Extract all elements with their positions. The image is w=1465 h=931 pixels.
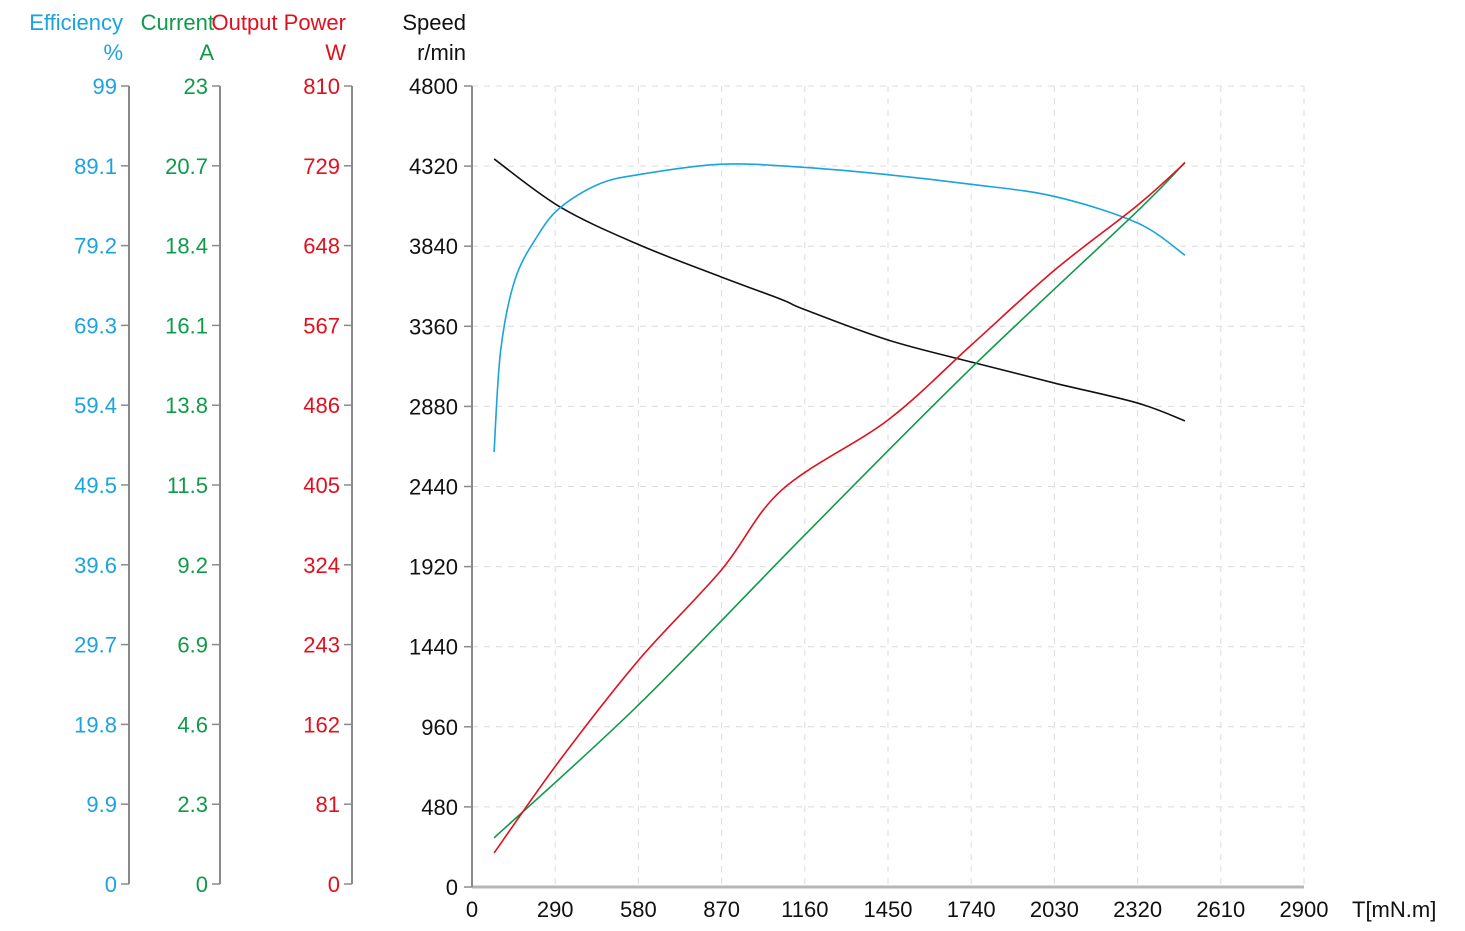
efficiency-tick-label: 89.1	[74, 154, 117, 179]
efficiency-tick-label: 29.7	[74, 633, 117, 658]
current-axis-title: Current	[141, 10, 214, 35]
power-tick-label: 648	[303, 234, 340, 259]
current-tick-label: 11.5	[167, 473, 208, 498]
x-tick-label: 2610	[1196, 897, 1245, 922]
x-tick-label: 2320	[1113, 897, 1162, 922]
speed-curve	[493, 158, 1186, 422]
power-tick-label: 162	[303, 712, 340, 737]
speed-tick-label: 1920	[409, 555, 458, 580]
x-tick-label: 2900	[1280, 897, 1329, 922]
speed-axis-unit: r/min	[417, 40, 466, 65]
current-tick-label: 23	[184, 74, 208, 99]
efficiency-tick-label: 79.2	[74, 234, 117, 259]
power-axis-title: Output Power	[211, 10, 346, 35]
speed-tick-label: 3840	[409, 234, 458, 259]
speed-tick-label: 2440	[409, 475, 458, 500]
current-tick-label: 0	[196, 872, 208, 897]
x-tick-label: 1450	[864, 897, 913, 922]
current-tick-label: 16.1	[165, 313, 208, 338]
efficiency-curve	[493, 163, 1186, 453]
efficiency-axis-title: Efficiency	[29, 10, 123, 35]
current-tick-label: 18.4	[165, 234, 208, 259]
x-tick-label: 580	[620, 897, 657, 922]
power-tick-label: 486	[303, 393, 340, 418]
current-tick-label: 13.8	[165, 393, 208, 418]
power-tick-label: 567	[303, 313, 340, 338]
speed-tick-label: 0	[446, 875, 458, 900]
output-power-curve	[493, 162, 1186, 854]
current-tick-label: 2.3	[177, 792, 208, 817]
speed-tick-label: 2880	[409, 394, 458, 419]
speed-tick-label: 480	[421, 795, 458, 820]
power-axis-unit: W	[325, 40, 346, 65]
efficiency-tick-label: 99	[93, 74, 117, 99]
power-tick-label: 324	[303, 553, 340, 578]
power-tick-label: 729	[303, 154, 340, 179]
power-tick-label: 81	[316, 792, 340, 817]
efficiency-tick-label: 69.3	[74, 313, 117, 338]
speed-tick-label: 4800	[409, 74, 458, 99]
current-curve	[493, 161, 1186, 839]
efficiency-tick-label: 59.4	[74, 393, 117, 418]
current-tick-label: 20.7	[165, 154, 208, 179]
efficiency-tick-label: 0	[105, 872, 117, 897]
grid-lines	[472, 85, 1305, 887]
x-tick-label: 0	[466, 897, 478, 922]
x-tick-label: 870	[703, 897, 740, 922]
efficiency-tick-label: 39.6	[74, 553, 117, 578]
current-tick-label: 6.9	[177, 633, 208, 658]
x-axis-label: T[mN.m]	[1352, 897, 1436, 922]
power-tick-label: 0	[328, 872, 340, 897]
power-tick-label: 243	[303, 633, 340, 658]
speed-tick-label: 960	[421, 715, 458, 740]
speed-tick-label: 3360	[409, 314, 458, 339]
efficiency-tick-label: 19.8	[74, 712, 117, 737]
speed-tick-label: 1440	[409, 635, 458, 660]
efficiency-tick-label: 9.9	[86, 792, 117, 817]
axis-titles: Efficiency% Current A Output Power W Speed r/m…	[29, 10, 466, 65]
efficiency-tick-label: 49.5	[74, 473, 117, 498]
power-tick-label: 405	[303, 473, 340, 498]
current-tick-label: 9.2	[177, 553, 208, 578]
x-tick-label: 2030	[1030, 897, 1079, 922]
current-axis-unit: A	[199, 40, 214, 65]
series-lines	[493, 158, 1186, 854]
x-tick-label: 1160	[781, 897, 828, 922]
speed-tick-label: 4320	[409, 154, 458, 179]
power-tick-label: 810	[303, 74, 340, 99]
efficiency-axis-unit: %	[103, 40, 123, 65]
speed-axis-title: Speed	[402, 10, 466, 35]
current-tick-label: 4.6	[177, 712, 208, 737]
x-tick-label: 1740	[947, 897, 996, 922]
axes: 0 290 580 870 1160 1450 1740 2030 2320 2610 2900 T[…	[74, 74, 1436, 922]
x-tick-label: 290	[537, 897, 574, 922]
